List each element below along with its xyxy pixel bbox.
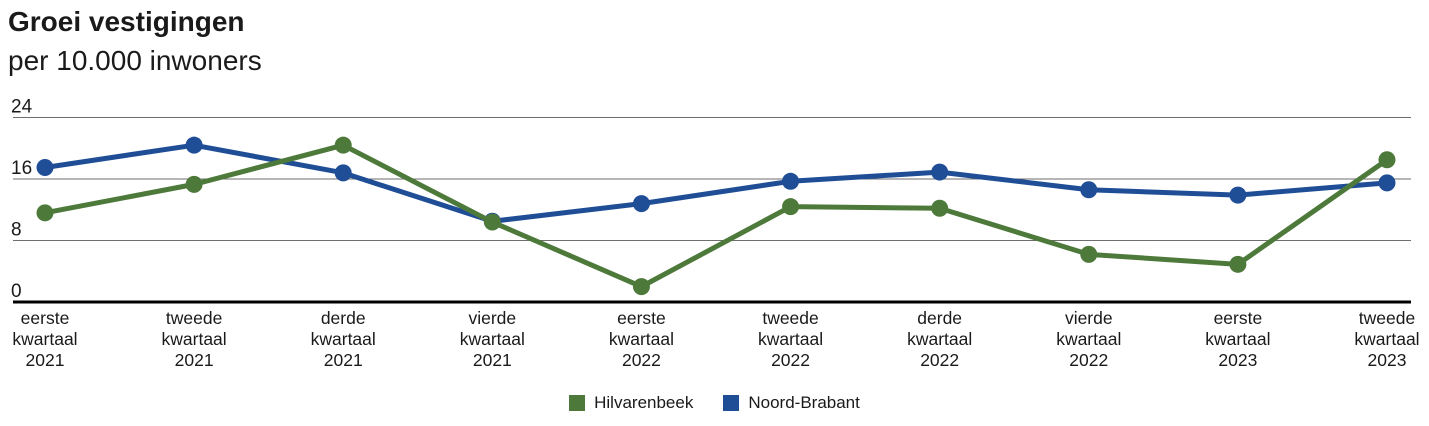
series-line-noord-brabant <box>42 142 1390 224</box>
data-point-noord-brabant <box>185 136 203 154</box>
x-tick-label: 2023 <box>1218 350 1257 370</box>
x-tick-label: kwartaal <box>758 329 823 349</box>
legend-item-hilvarenbeek: Hilvarenbeek <box>569 393 693 413</box>
series-line-hilvarenbeek <box>42 142 1390 290</box>
x-tick-label: vierde <box>468 308 516 328</box>
data-point-noord-brabant <box>1080 181 1098 199</box>
data-point-hilvarenbeek <box>1378 151 1396 169</box>
x-tick-label: kwartaal <box>311 329 376 349</box>
chart-header: Groei vestigingen per 10.000 inwoners <box>8 2 262 80</box>
chart-legend: Hilvarenbeek Noord-Brabant <box>0 393 1429 413</box>
data-point-hilvarenbeek <box>782 198 800 216</box>
y-tick-label: 24 <box>11 97 33 118</box>
data-point-hilvarenbeek <box>36 204 54 222</box>
data-point-hilvarenbeek <box>1229 255 1247 273</box>
x-tick-label: 2023 <box>1368 350 1407 370</box>
data-point-hilvarenbeek <box>334 136 352 154</box>
x-tick-label: kwartaal <box>162 329 227 349</box>
y-tick-label: 8 <box>11 220 22 241</box>
x-tick-label: 2021 <box>175 350 214 370</box>
legend-label: Noord-Brabant <box>748 393 860 412</box>
y-tick-label: 0 <box>11 281 22 302</box>
x-tick-label: tweede <box>166 308 222 328</box>
x-tick-label: kwartaal <box>1354 329 1419 349</box>
data-point-hilvarenbeek <box>185 175 203 193</box>
y-tick-label: 16 <box>11 158 32 179</box>
data-point-noord-brabant <box>632 195 650 213</box>
x-tick-label: 2021 <box>26 350 65 370</box>
x-tick-label: kwartaal <box>907 329 972 349</box>
data-point-noord-brabant <box>1378 174 1396 192</box>
x-tick-label: derde <box>917 308 962 328</box>
legend-item-noord-brabant: Noord-Brabant <box>723 393 860 413</box>
data-point-noord-brabant <box>931 163 949 181</box>
x-tick-label: tweede <box>1359 308 1415 328</box>
data-point-noord-brabant <box>782 172 800 190</box>
x-tick-label: kwartaal <box>609 329 674 349</box>
data-point-hilvarenbeek <box>632 278 650 296</box>
x-tick-label: kwartaal <box>1205 329 1270 349</box>
data-point-noord-brabant <box>334 164 352 182</box>
data-point-hilvarenbeek <box>1080 245 1098 263</box>
x-tick-label: 2021 <box>324 350 363 370</box>
x-tick-label: kwartaal <box>460 329 525 349</box>
x-tick-label: derde <box>321 308 366 328</box>
data-point-noord-brabant <box>36 158 54 176</box>
data-point-noord-brabant <box>1229 186 1247 204</box>
data-point-hilvarenbeek <box>931 199 949 217</box>
x-tick-label: 2022 <box>1069 350 1108 370</box>
x-tick-label: 2021 <box>473 350 512 370</box>
data-point-hilvarenbeek <box>483 213 501 231</box>
x-tick-label: tweede <box>762 308 818 328</box>
x-tick-label: kwartaal <box>12 329 77 349</box>
x-tick-label: eerste <box>617 308 666 328</box>
x-tick-label: vierde <box>1065 308 1113 328</box>
x-tick-label: 2022 <box>920 350 959 370</box>
x-tick-label: 2022 <box>771 350 810 370</box>
x-tick-label: eerste <box>1214 308 1263 328</box>
chart-subtitle: per 10.000 inwoners <box>8 45 262 76</box>
legend-swatch-icon <box>569 395 586 411</box>
legend-swatch-icon <box>723 395 740 411</box>
x-tick-label: eerste <box>21 308 70 328</box>
chart-title: Groei vestigingen <box>8 6 245 37</box>
x-tick-label: 2022 <box>622 350 661 370</box>
x-tick-label: kwartaal <box>1056 329 1121 349</box>
legend-label: Hilvarenbeek <box>594 393 694 412</box>
